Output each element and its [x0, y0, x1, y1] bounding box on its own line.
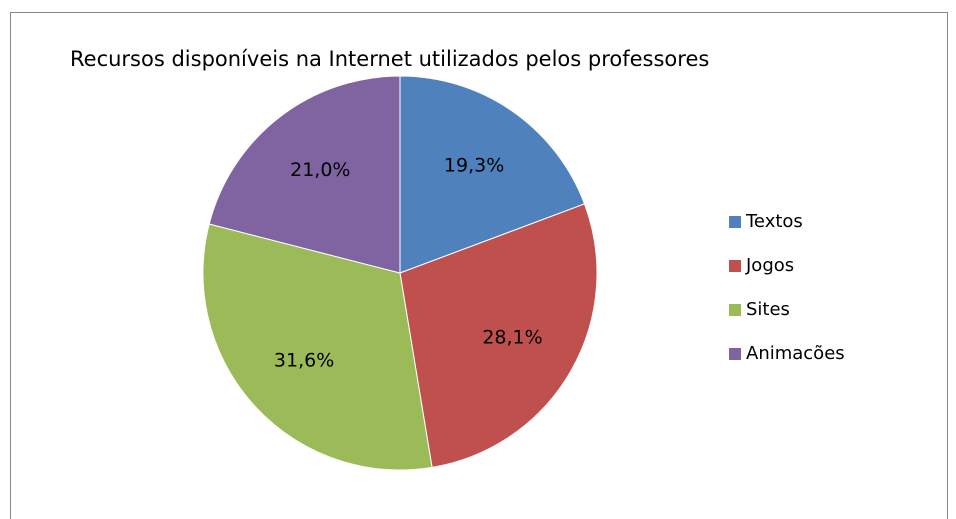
- pie-slice: [202, 223, 433, 471]
- legend-label: Textos: [745, 211, 803, 232]
- pie-slice: [399, 203, 598, 468]
- data-label: 19,3%: [444, 155, 504, 177]
- data-label: 28,1%: [482, 327, 542, 349]
- legend-label: Animacões: [746, 343, 845, 364]
- legend-swatch: [729, 216, 741, 228]
- pie-slice: [208, 75, 401, 274]
- chart-title: Recursos disponíveis na Internet utiliza…: [70, 47, 709, 71]
- data-label: 21,0%: [290, 159, 350, 181]
- legend-swatch: [729, 260, 741, 272]
- legend-swatch: [729, 348, 741, 360]
- legend-label: Sites: [746, 299, 790, 320]
- data-label: 31,6%: [274, 349, 334, 371]
- legend-label: Jogos: [745, 255, 794, 276]
- legend-swatch: [729, 304, 741, 316]
- pie-slice: [399, 75, 586, 274]
